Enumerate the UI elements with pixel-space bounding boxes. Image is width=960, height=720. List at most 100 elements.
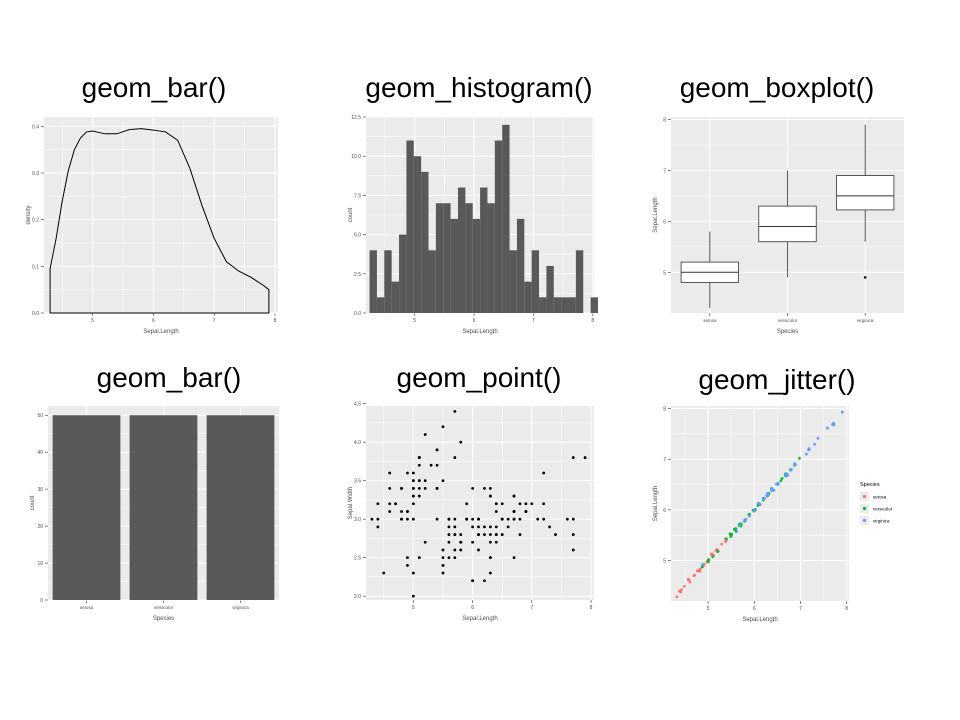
scatter-point [494,502,498,506]
box-virginica [836,175,895,211]
scatter-point [518,502,522,506]
jitter-point-virginica [754,508,757,511]
box-outlier [863,276,867,279]
histogram-bar [376,297,385,313]
x-tick-label: 5 [91,318,94,324]
y-tick-label: 3.5 [354,479,361,485]
jitter-point-setosa [720,542,724,546]
scatter-point [488,556,492,560]
scatter-point [447,533,451,536]
histogram-bar [450,218,458,313]
scatter-point [388,502,392,506]
scatter-point [453,525,457,529]
jitter-point-setosa [693,573,697,577]
histogram-bar [546,265,554,313]
scatter-point [477,517,480,521]
jitter-point-setosa [678,589,681,593]
scatter-point [429,463,433,467]
x-tick-label: versicolor [778,318,798,323]
x-tick-label: 6 [473,318,476,324]
jitter-point-versicolor [706,560,710,564]
jitter-point-virginica [766,491,770,495]
histogram-bar [494,140,503,313]
histogram-bar [516,218,525,313]
histogram-bar [502,124,510,313]
jitter-point-virginica [761,497,765,500]
scatter-point [512,510,516,513]
jitter-point-versicolor [716,550,720,553]
chart-title-bar-count: geom_bar() [96,362,242,393]
x-tick-label: setosa [703,318,717,323]
y-tick-label: 30 [37,487,43,493]
chart-title-histogram: geom_histogram() [365,72,593,103]
jitter-point-versicolor [730,532,733,536]
y-axis-label: Sepal.Width [348,487,354,519]
jitter-point-setosa [682,584,686,588]
scatter-point [435,486,439,490]
scatter-point [417,479,421,483]
jitter-point-virginica [840,410,844,414]
histogram-bar [524,281,532,313]
jitter-point-versicolor [729,535,733,538]
scatter-point [417,494,421,498]
scatter-point [565,517,569,521]
scatter-point [471,486,474,490]
jitter-point-setosa [695,569,699,573]
scatter-point [417,463,421,467]
y-tick-label: 4.5 [354,402,361,408]
y-axis-label: Sepal.Length [653,197,659,232]
jitter-point-virginica [770,487,774,491]
scatter-point [423,486,427,490]
count-bar-setosa [52,415,121,600]
y-tick-label: 10 [37,561,43,567]
scatter-point [376,525,380,529]
scatter-point [571,548,575,552]
scatter-point [411,479,415,483]
y-tick-label: 2.0 [354,594,361,600]
scatter-point [471,525,474,529]
scatter-point [406,471,409,475]
scatter-point [494,525,498,529]
scatter-point [488,571,492,575]
y-tick-label: 50 [37,413,43,419]
scatter-point [488,533,492,536]
scatter-point [548,525,551,529]
scatter-point [376,517,380,521]
jitter-point-virginica [758,503,762,506]
scatter-point [500,517,504,521]
histogram-bar [531,250,540,313]
legend-label-versicolor: versicolor [873,507,893,512]
scatter-point [447,540,451,544]
scatter-point [459,533,463,536]
histogram-bar [480,187,488,313]
scatter-point [483,579,486,583]
scatter-point [471,540,474,544]
y-tick-label: 2.5 [354,272,361,278]
scatter-point [447,525,451,529]
histogram-bar [421,171,429,313]
jitter-point-setosa [686,577,690,581]
jitter-point-virginica [701,562,705,566]
jitter-point-setosa [688,580,692,584]
scatter-point [453,556,457,560]
plot-panel-0 [44,117,278,313]
scatter-point [471,579,474,583]
x-tick-label: 7 [213,318,216,324]
jitter-point-virginica [738,523,742,527]
scatter-point [453,409,457,413]
jitter-point-virginica [776,481,780,485]
scatter-point [406,556,409,560]
legend-key-versicolor [862,506,867,511]
scatter-point [477,548,480,552]
y-axis-label: count [30,495,36,510]
x-tick-label: 7 [799,606,802,612]
jitter-point-virginica [804,452,808,456]
x-tick-label: 8 [591,318,594,324]
jitter-point-versicolor [724,537,728,541]
x-tick-label: 8 [590,605,593,611]
scatter-point [441,425,445,429]
jitter-point-virginica [826,426,829,430]
chart-title-bar-density: geom_bar() [81,72,227,103]
scatter-point [459,440,463,444]
x-axis-label: Sepal.Length [462,329,497,335]
